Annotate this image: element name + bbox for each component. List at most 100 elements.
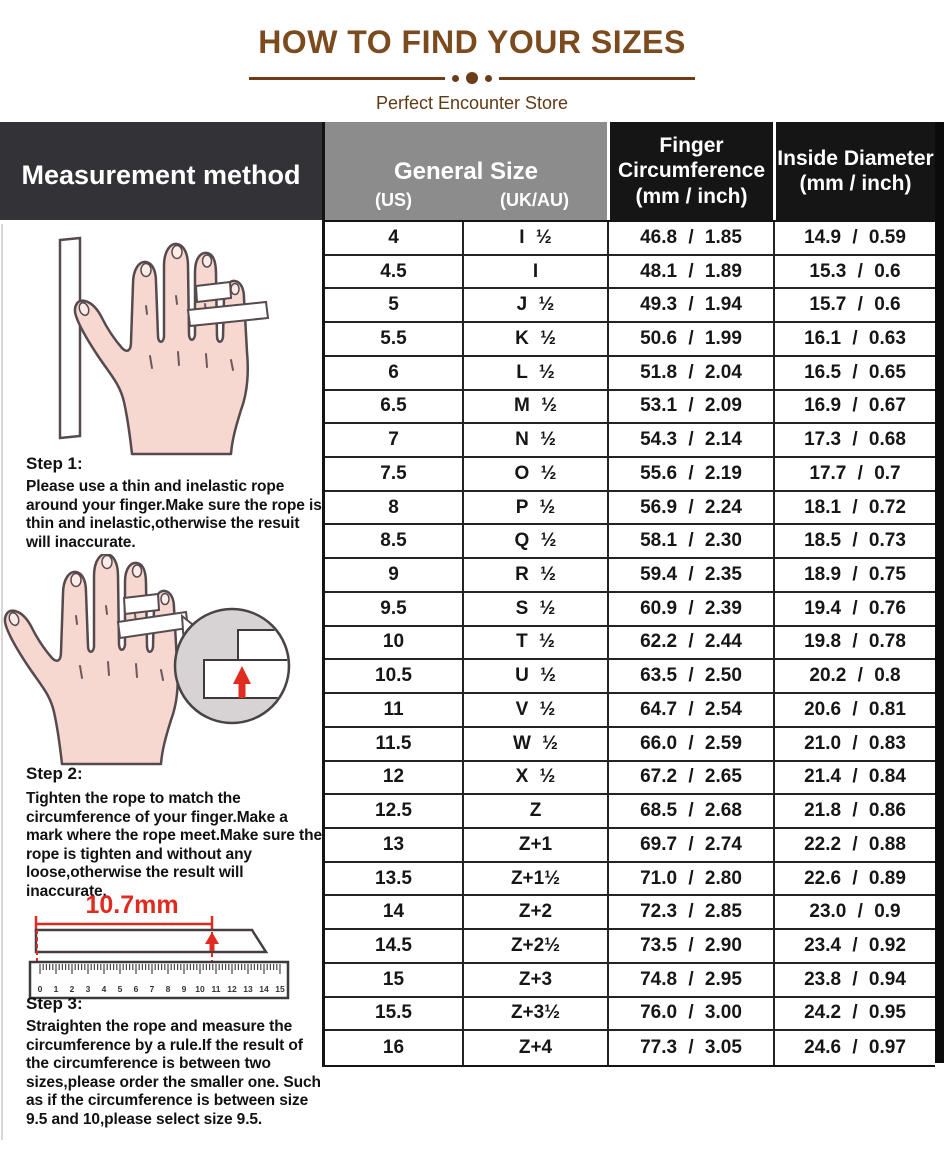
header-finger-circumference: Finger Circumference (mm / inch) bbox=[607, 122, 773, 220]
svg-text:15: 15 bbox=[275, 984, 285, 994]
cell-circumference: 67.2 / 2.65 bbox=[607, 761, 773, 794]
cell-circumference: 53.1 / 2.09 bbox=[607, 390, 773, 423]
cell-us: 13.5 bbox=[375, 867, 412, 889]
cell-uk-au: V ½ bbox=[462, 694, 607, 726]
cell-uk-au: X ½ bbox=[462, 761, 607, 794]
hand-magnifier-illustration bbox=[3, 554, 291, 766]
circ-line1: Finger bbox=[659, 134, 724, 158]
table-row: 8.5 Q ½ 58.1 / 2.30 18.5 / 0.73 bbox=[325, 525, 935, 560]
cell-circumference: 51.8 / 2.04 bbox=[607, 356, 773, 389]
cell-diameter: 18.9 / 0.75 bbox=[773, 559, 935, 591]
red-arrow-icon bbox=[209, 944, 215, 951]
step-3-text: Straighten the rope and measure the circ… bbox=[26, 1018, 321, 1128]
rope-band-icon bbox=[186, 300, 270, 328]
cell-uk-au: Z+3 bbox=[462, 963, 607, 996]
cell-circumference: 48.1 / 1.89 bbox=[607, 255, 773, 288]
header-inside-diameter: Inside Diameter (mm / inch) bbox=[773, 122, 935, 220]
cell-diameter: 23.4 / 0.92 bbox=[773, 930, 935, 962]
cell-circumference: 54.3 / 2.14 bbox=[607, 424, 773, 457]
measurement-method-header: Measurement method bbox=[0, 122, 322, 220]
cell-circumference: 63.5 / 2.50 bbox=[607, 660, 773, 693]
paper-strip-icon bbox=[34, 928, 269, 954]
svg-text:2: 2 bbox=[70, 984, 75, 994]
header-general-size: General Size (US) (UK/AU) bbox=[325, 122, 607, 220]
cell-diameter: 14.9 / 0.59 bbox=[773, 222, 935, 254]
cell-uk-au: N ½ bbox=[462, 424, 607, 457]
step-1-text: Please use a thin and inelastic rope aro… bbox=[26, 478, 322, 551]
cell-uk-au: Z+1 bbox=[462, 828, 607, 861]
rope-tab-icon bbox=[122, 592, 161, 616]
svg-text:7: 7 bbox=[150, 984, 155, 994]
rope-overlap-upper bbox=[237, 629, 288, 661]
cell-uk-au: Z+2 bbox=[462, 896, 607, 929]
cell-diameter: 22.6 / 0.89 bbox=[773, 862, 935, 895]
cell-circumference: 74.8 / 2.95 bbox=[607, 963, 773, 996]
cell-uk-au: P ½ bbox=[462, 491, 607, 524]
circ-line3: (mm / inch) bbox=[635, 184, 748, 208]
divider-dot-small-left bbox=[452, 74, 459, 82]
cell-diameter: 20.6 / 0.81 bbox=[773, 694, 935, 726]
table-row: 13.5 Z+1½ 71.0 / 2.80 22.6 / 0.89 bbox=[325, 862, 935, 897]
cell-uk-au: Z+1½ bbox=[462, 862, 607, 895]
cell-circumference: 73.5 / 2.90 bbox=[607, 930, 773, 962]
table-row: 12.5 Z 68.5 / 2.68 21.8 / 0.86 bbox=[325, 795, 935, 829]
hand-icon bbox=[73, 242, 249, 456]
svg-text:10: 10 bbox=[195, 984, 205, 994]
cell-diameter: 20.2 / 0.8 bbox=[773, 660, 935, 693]
cell-diameter: 21.0 / 0.83 bbox=[773, 727, 935, 760]
cell-diameter: 15.3 / 0.6 bbox=[773, 255, 935, 288]
cell-diameter: 16.9 / 0.67 bbox=[773, 390, 935, 423]
paper-strip-icon bbox=[58, 236, 82, 440]
cell-circumference: 64.7 / 2.54 bbox=[607, 694, 773, 726]
cell-us: 7.5 bbox=[380, 462, 407, 484]
dia-line2: (mm / inch) bbox=[799, 172, 912, 195]
dia-line1: Inside Diameter bbox=[777, 146, 934, 170]
cell-us: 16 bbox=[382, 1037, 405, 1059]
table-row: 11 V ½ 64.7 / 2.54 20.6 / 0.81 bbox=[325, 694, 935, 728]
cell-circumference: 59.4 / 2.35 bbox=[607, 559, 773, 591]
divider-line-right bbox=[499, 76, 695, 80]
cell-uk-au: W ½ bbox=[462, 727, 607, 760]
cell-uk-au: T ½ bbox=[462, 626, 607, 659]
cell-circumference: 46.8 / 1.85 bbox=[607, 222, 773, 254]
cell-diameter: 17.3 / 0.68 bbox=[773, 424, 935, 457]
divider-dot-small-right bbox=[485, 74, 492, 82]
cell-us: 5.5 bbox=[380, 328, 407, 350]
cell-uk-au: S ½ bbox=[462, 592, 607, 625]
cell-us: 8.5 bbox=[380, 530, 407, 552]
table-row: 7 N ½ 54.3 / 2.14 17.3 / 0.68 bbox=[325, 424, 935, 459]
table-row: 15 Z+3 74.8 / 2.95 23.8 / 0.94 bbox=[325, 963, 935, 998]
cell-diameter: 18.1 / 0.72 bbox=[773, 491, 935, 524]
svg-text:1: 1 bbox=[54, 984, 59, 994]
cell-diameter: 23.8 / 0.94 bbox=[773, 963, 935, 996]
hand-icon bbox=[3, 554, 179, 766]
cell-us: 12 bbox=[382, 766, 405, 788]
svg-text:9: 9 bbox=[182, 984, 187, 994]
table-row: 8 P ½ 56.9 / 2.24 18.1 / 0.72 bbox=[325, 491, 935, 526]
cell-us: 13 bbox=[382, 833, 405, 855]
size-table-body: 4 I ½ 46.8 / 1.85 14.9 / 0.59 4.5 I 48.1 / 1.8… bbox=[325, 220, 935, 1067]
svg-text:11: 11 bbox=[212, 984, 221, 994]
cell-diameter: 16.1 / 0.63 bbox=[773, 323, 935, 355]
ruler-ticks-group: 0 1 2 3 4 5 6 7 8 9 10 11 12 13 14 15 bbox=[38, 964, 285, 994]
cell-circumference: 68.5 / 2.68 bbox=[607, 795, 773, 827]
step-2-text: Tighten the rope to match the circumfere… bbox=[26, 790, 322, 900]
cell-diameter: 21.8 / 0.86 bbox=[773, 795, 935, 827]
cell-us: 4 bbox=[388, 226, 399, 248]
table-row: 4 I ½ 46.8 / 1.85 14.9 / 0.59 bbox=[325, 222, 935, 256]
cell-us: 11.5 bbox=[375, 732, 412, 754]
svg-text:13: 13 bbox=[243, 984, 253, 994]
table-row: 14.5 Z+2½ 73.5 / 2.90 23.4 / 0.92 bbox=[325, 930, 935, 964]
header-us: (US) bbox=[375, 190, 412, 210]
cell-diameter: 19.8 / 0.78 bbox=[773, 626, 935, 659]
table-row: 12 X ½ 67.2 / 2.65 21.4 / 0.84 bbox=[325, 761, 935, 796]
cell-uk-au: Z+4 bbox=[462, 1031, 607, 1065]
cell-us: 6.5 bbox=[380, 395, 407, 417]
cell-diameter: 23.0 / 0.9 bbox=[773, 896, 935, 929]
page-title: HOW TO FIND YOUR SIZES bbox=[258, 24, 686, 60]
svg-text:4: 4 bbox=[102, 984, 107, 994]
table-row: 10.5 U ½ 63.5 / 2.50 20.2 / 0.8 bbox=[325, 660, 935, 695]
circ-line2: Circumference bbox=[617, 159, 766, 183]
cell-us: 14 bbox=[382, 901, 405, 923]
cell-us: 10 bbox=[382, 631, 405, 653]
